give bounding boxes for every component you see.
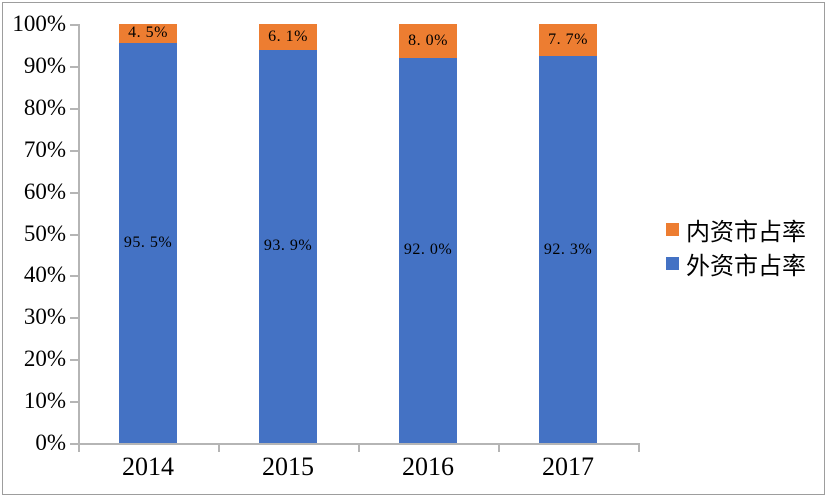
legend-item: 外资市占率 xyxy=(666,246,806,280)
y-axis-tick xyxy=(70,149,78,152)
bar-segment xyxy=(259,24,317,50)
y-axis-tick-label: 50% xyxy=(23,220,66,246)
y-axis-tick-label: 90% xyxy=(23,52,66,78)
legend-item: 内资市占率 xyxy=(666,212,806,246)
y-axis-tick-label: 10% xyxy=(23,388,66,414)
y-axis-line xyxy=(78,24,80,445)
y-axis-tick xyxy=(70,191,78,194)
bar-segment xyxy=(119,42,177,443)
legend: 内资市占率外资市占率 xyxy=(666,212,806,280)
x-axis-tick xyxy=(78,443,80,452)
bar-segment xyxy=(399,57,457,443)
bar-value-label: 4. 5% xyxy=(128,24,168,42)
bar-value-label: 93. 9% xyxy=(263,237,313,255)
bar-value-label: 8. 0% xyxy=(408,31,448,49)
y-axis-tick xyxy=(70,443,78,445)
x-axis-label: 2015 xyxy=(262,452,314,481)
bar-segment xyxy=(539,56,597,443)
x-axis-label: 2017 xyxy=(542,452,594,481)
y-axis-tick-label: 60% xyxy=(23,178,66,204)
bar-value-label: 92. 3% xyxy=(543,240,593,258)
y-axis-tick-label: 100% xyxy=(12,11,66,36)
legend-item-label: 外资市占率 xyxy=(686,253,806,280)
bar-value-label: 6. 1% xyxy=(268,27,308,45)
y-axis-tick-label: 0% xyxy=(35,430,66,455)
y-axis-tick-label: 20% xyxy=(23,346,66,372)
y-axis-tick xyxy=(70,275,78,278)
y-axis-tick-label: 80% xyxy=(23,94,66,120)
y-axis-tick-label: 70% xyxy=(23,136,66,162)
bar-value-label: 92. 0% xyxy=(403,241,453,259)
bar-value-label: 7. 7% xyxy=(548,31,588,49)
y-axis-tick xyxy=(70,65,78,68)
y-axis-tick-label: 40% xyxy=(23,262,66,288)
x-axis-tick xyxy=(498,443,500,452)
y-axis-tick xyxy=(70,401,78,404)
y-axis-tick xyxy=(70,24,78,26)
y-axis-tick xyxy=(70,233,78,236)
y-axis-tick xyxy=(70,317,78,320)
bar-segment xyxy=(259,49,317,443)
x-axis-tick xyxy=(638,443,640,452)
x-axis-tick xyxy=(218,443,220,452)
legend-swatch xyxy=(666,222,679,236)
bar-segment xyxy=(539,24,597,57)
bar-value-label: 95. 5% xyxy=(123,233,173,251)
x-axis-tick xyxy=(358,443,360,452)
x-axis-label: 2016 xyxy=(402,452,454,481)
y-axis-tick xyxy=(70,359,78,362)
bar-segment xyxy=(119,24,177,43)
legend-item-label: 内资市占率 xyxy=(686,219,806,246)
x-axis-label: 2014 xyxy=(122,452,174,481)
y-axis-tick xyxy=(70,107,78,110)
legend-swatch xyxy=(666,256,679,270)
y-axis-tick-label: 30% xyxy=(23,304,66,330)
bar-segment xyxy=(399,24,457,58)
